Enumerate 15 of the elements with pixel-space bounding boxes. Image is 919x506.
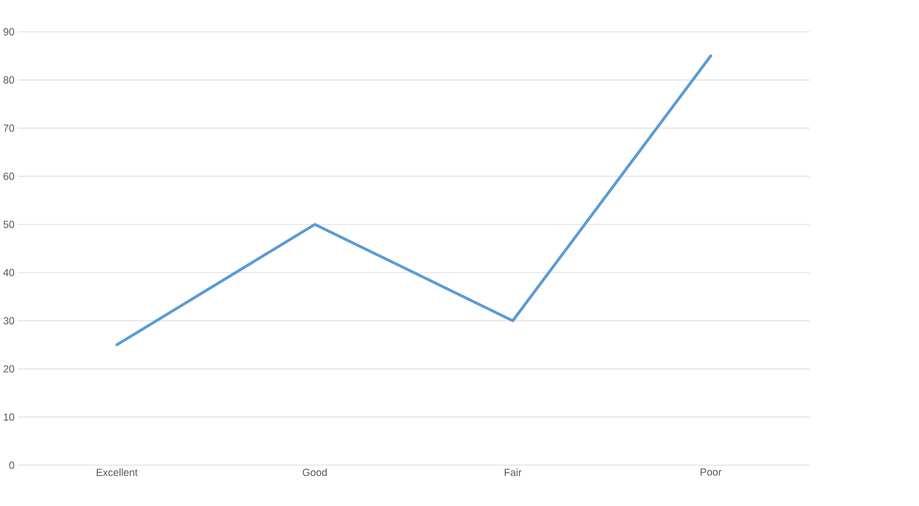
y-tick-label: 70 xyxy=(4,124,14,132)
x-tick-label: Poor xyxy=(700,468,722,476)
x-tick-label: Good xyxy=(302,468,327,476)
y-tick-label: 30 xyxy=(4,316,14,324)
x-tick-label: Fair xyxy=(504,468,522,476)
x-tick-label: Excellent xyxy=(96,468,138,476)
y-tick-label: 40 xyxy=(3,268,14,276)
y-tick-label: 20 xyxy=(4,365,14,372)
y-tick-label: 10 xyxy=(4,413,14,420)
y-tick-label: 0 xyxy=(9,461,14,469)
y-tick-label: 80 xyxy=(4,76,14,84)
y-tick-label: 90 xyxy=(4,28,14,36)
line-series xyxy=(115,54,712,346)
y-tick-label: 50 xyxy=(4,220,14,228)
y-tick-label: 60 xyxy=(4,172,14,180)
